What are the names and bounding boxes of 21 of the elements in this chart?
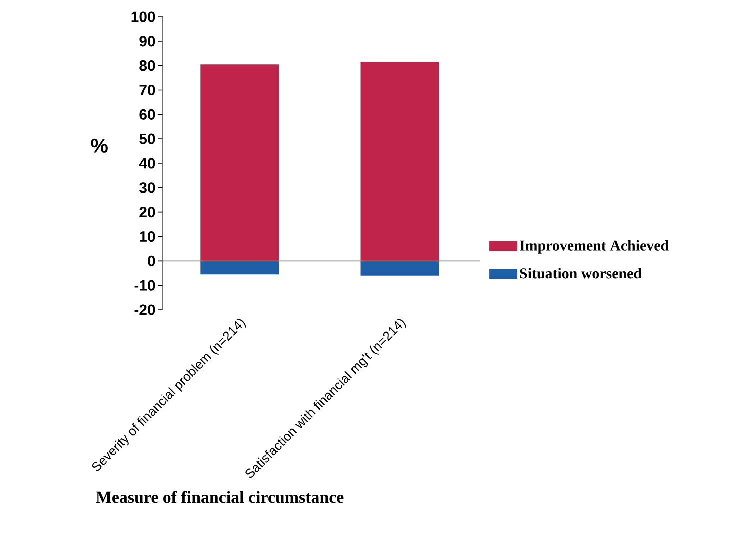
y-tick-label: 80 [140,60,156,72]
y-tick-label: 10 [140,231,156,242]
legend-label: Situation worsened [520,268,642,279]
y-axis-title: % [91,138,108,153]
y-tick-label: -10 [134,280,156,291]
y-tick-label: 20 [140,207,156,218]
x-axis-title: Measure of financial circumstance [96,491,344,504]
y-tick-label: 100 [132,12,156,22]
bar [200,64,280,262]
bar [360,62,440,262]
y-tick-label: 70 [140,84,156,96]
y-tick-label: 40 [139,158,156,169]
y-tick-label: -20 [134,304,156,316]
y-tick-label: 90 [140,36,156,47]
bar [200,261,280,275]
y-tick-label: 30 [140,182,156,194]
y-tick-label: 60 [140,109,156,120]
legend-label: Improvement Achieved [520,240,669,254]
y-tick-label: 0 [148,256,156,266]
y-tick-label: 50 [140,134,156,144]
bar [360,261,440,276]
